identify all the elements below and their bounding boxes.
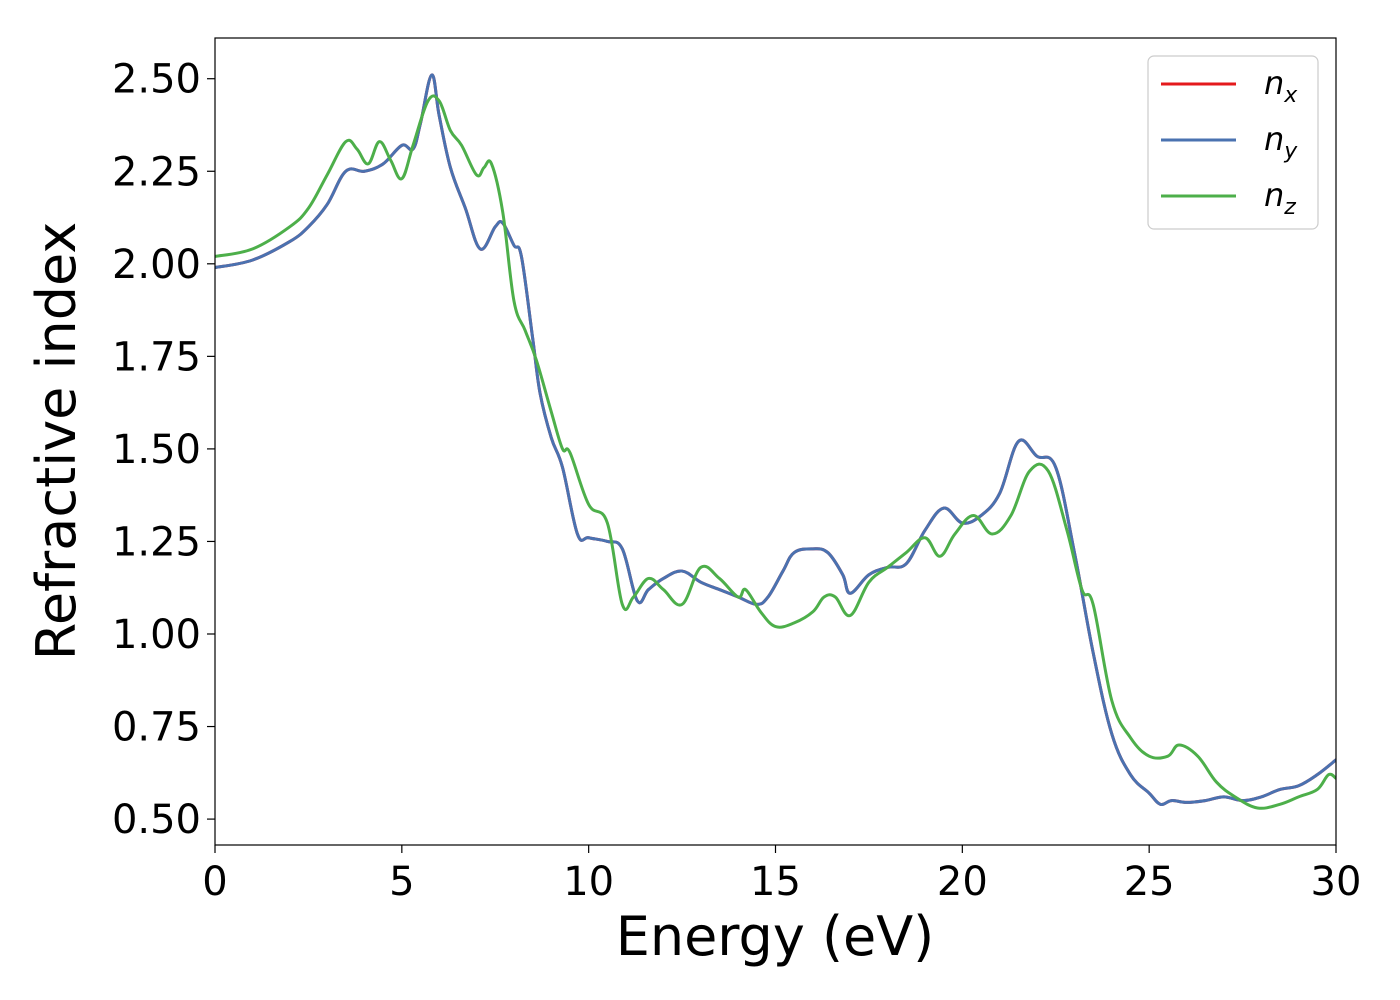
x-tick-label: 20 xyxy=(937,859,988,905)
y-axis-title: Refractive index xyxy=(25,222,88,661)
legend-box xyxy=(1147,55,1319,230)
x-tick-label: 0 xyxy=(202,859,227,905)
x-tick-label: 5 xyxy=(389,859,414,905)
x-tick-label: 15 xyxy=(750,859,801,905)
y-tick-label: 0.50 xyxy=(112,797,201,843)
y-axis-ticks: 0.50 0.75 1.00 1.25 1.50 1.75 2.00 2.25 2.50 xyxy=(112,57,215,843)
series-layer xyxy=(215,73,1336,810)
y-tick-label: 0.75 xyxy=(112,705,201,751)
x-axis-title: Energy (eV) xyxy=(616,905,935,968)
legend-label-x: nx xyxy=(1264,64,1298,108)
legend: nx ny nz xyxy=(1147,55,1319,230)
legend-label-z: nz xyxy=(1264,176,1296,220)
series-line-z xyxy=(215,94,1336,810)
x-axis-ticks: 0 5 10 15 20 25 30 xyxy=(202,845,1361,905)
y-tick-label: 1.00 xyxy=(112,612,201,658)
y-tick-label: 1.25 xyxy=(112,519,201,565)
legend-label-y: ny xyxy=(1264,120,1298,164)
y-tick-label: 2.25 xyxy=(112,149,201,195)
x-tick-label: 25 xyxy=(1124,859,1175,905)
y-tick-label: 1.50 xyxy=(112,427,201,473)
x-tick-label: 30 xyxy=(1311,859,1362,905)
x-tick-label: 10 xyxy=(563,859,614,905)
y-tick-label: 2.00 xyxy=(112,242,201,288)
y-tick-label: 2.50 xyxy=(112,57,201,103)
y-tick-label: 1.75 xyxy=(112,334,201,380)
